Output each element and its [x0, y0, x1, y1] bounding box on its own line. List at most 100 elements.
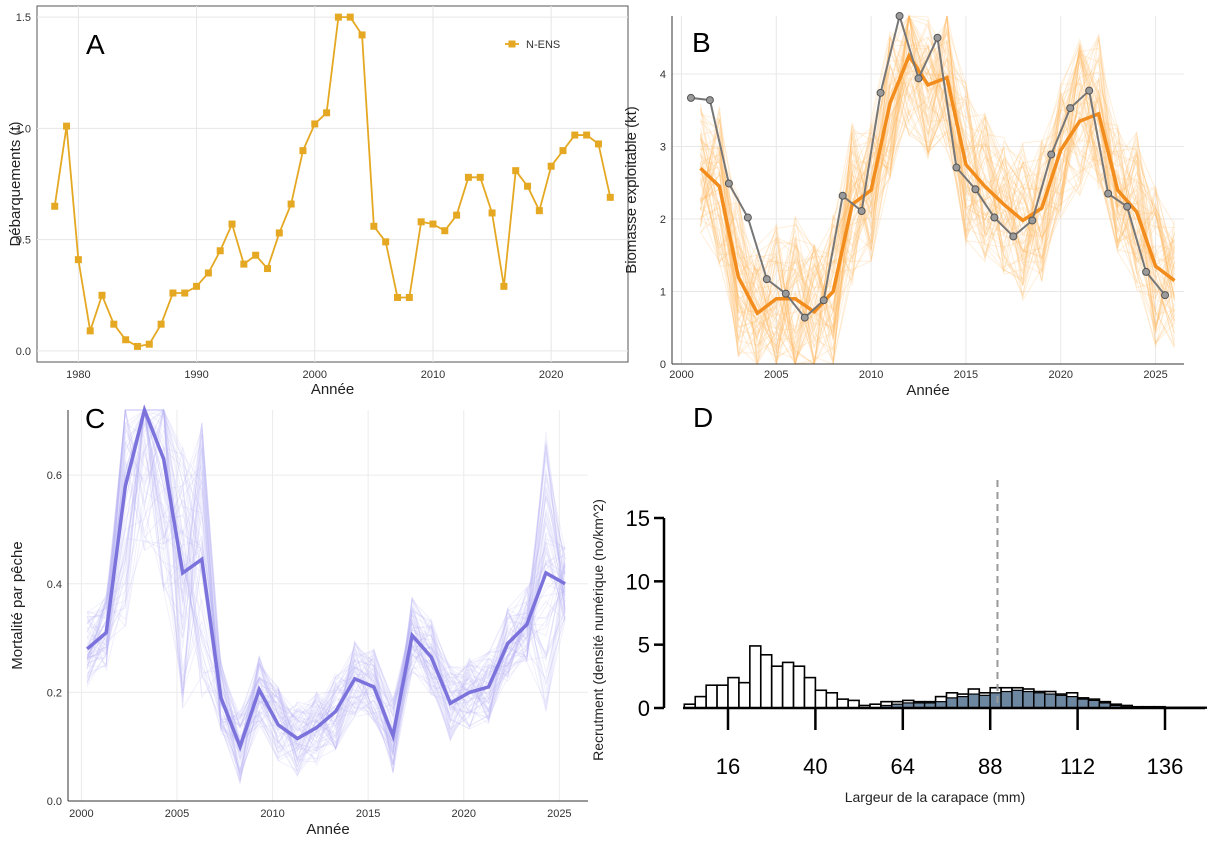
data-point — [74, 256, 82, 264]
panel-d: 0 5 10 15 16 40 64 88 112 136 Largeur de la carapa… — [590, 402, 1207, 805]
data-point — [193, 282, 201, 290]
ensemble-trace — [86, 419, 566, 784]
ensemble-trace — [700, 37, 1176, 349]
ensemble-trace — [700, 90, 1176, 365]
x-axis-label: Année — [306, 821, 349, 838]
panel-a: 1980 1990 2000 2010 2020 0.0 0.5 1.0 1.5 N-ENS Ann… — [7, 5, 629, 398]
ensemble-trace — [700, 50, 1175, 349]
ensemble-trace — [86, 409, 566, 766]
data-point — [228, 220, 236, 228]
ensemble-trace — [699, 46, 1175, 360]
observed-point — [1009, 232, 1018, 241]
ensemble-trace — [699, 15, 1176, 362]
ensemble-trace — [699, 15, 1176, 365]
data-point — [417, 218, 425, 226]
ensemble-trace — [87, 424, 566, 752]
ensemble-trace — [699, 28, 1176, 358]
y-axis-label: Biomasse exploitable (kt) — [623, 106, 640, 274]
ensemble-trace — [86, 409, 566, 743]
data-point — [429, 220, 437, 228]
x-tick-label: 2005 — [165, 808, 189, 820]
panel-letter: A — [86, 29, 105, 60]
data-point — [488, 209, 496, 217]
x-tick-label: 2020 — [539, 369, 563, 381]
y-tick-label: 1.0 — [16, 123, 31, 135]
panel-c: 2000 2005 2010 2015 2020 2025 0.0 0.2 0.4 0.6 Anné… — [9, 403, 588, 838]
ensemble-trace — [700, 32, 1175, 360]
x-tick-label: 2025 — [547, 808, 571, 820]
data-point — [535, 207, 543, 215]
ensemble-trace — [86, 409, 566, 773]
median-line — [85, 404, 566, 752]
ensemble-trace — [86, 409, 566, 783]
ensemble-trace — [699, 15, 1175, 365]
histogram-bar-open — [738, 681, 751, 709]
x-tick-label: 2020 — [451, 808, 475, 820]
ensemble-trace — [86, 446, 566, 761]
y-tick-label: 2 — [660, 214, 666, 226]
ensemble-trace — [86, 421, 566, 766]
data-point — [275, 229, 283, 237]
histogram-bar-filled — [1044, 693, 1057, 709]
y-tick-label: 4 — [660, 69, 666, 81]
ensemble-trace — [699, 71, 1175, 350]
ensemble-trace — [700, 14, 1175, 365]
observed-point — [781, 289, 790, 298]
data-point — [169, 289, 177, 297]
ensemble-trace — [699, 33, 1175, 297]
ensemble-trace — [700, 39, 1176, 328]
ensemble-trace — [699, 15, 1176, 314]
x-tick-label: 64 — [891, 754, 915, 779]
histogram-bar-filled — [1076, 698, 1090, 709]
ensemble-trace — [86, 409, 566, 754]
histogram-bar-open — [705, 684, 718, 709]
observed-point — [1085, 86, 1094, 95]
data-point — [181, 289, 189, 297]
data-point — [299, 147, 307, 155]
ensemble-trace — [86, 423, 566, 776]
ensemble-trace — [86, 409, 566, 760]
x-axis-label: Largeur de la carapace (mm) — [845, 789, 1026, 805]
x-tick-label: 16 — [716, 754, 740, 779]
y-tick-label: 0.0 — [16, 346, 31, 358]
ensemble-trace — [86, 409, 566, 761]
data-point — [204, 269, 212, 277]
ensemble-trace — [699, 15, 1176, 349]
x-tick-label: 2010 — [859, 369, 883, 381]
ensemble-trace — [699, 14, 1175, 339]
observed-point — [1104, 189, 1113, 198]
ensemble-trace — [87, 409, 566, 775]
y-tick-label: 0.4 — [47, 579, 62, 591]
ensemble-trace — [86, 409, 566, 748]
y-tick-label: 0.2 — [47, 687, 62, 699]
ensemble-trace — [86, 428, 566, 745]
observed-point — [1047, 150, 1056, 159]
ensemble-trace — [86, 408, 566, 769]
y-tick-label: 5 — [638, 633, 650, 658]
ensemble-trace — [700, 35, 1175, 273]
ensemble-trace — [86, 409, 566, 771]
ensemble-trace — [699, 23, 1175, 365]
data-point — [323, 109, 331, 117]
ensemble-trace — [699, 45, 1176, 349]
ensemble-trace — [86, 409, 566, 744]
ensemble-trace — [86, 409, 566, 764]
y-tick-label: 1.5 — [16, 12, 31, 24]
ensemble-trace — [699, 14, 1175, 321]
ensemble-trace — [86, 409, 566, 778]
observed-point — [1161, 291, 1170, 300]
ensemble-trace — [86, 409, 566, 778]
data-point — [133, 342, 141, 350]
ensemble-trace — [700, 37, 1175, 365]
data-point — [358, 31, 366, 39]
y-tick-label: 0 — [660, 359, 666, 371]
data-point — [370, 222, 378, 230]
y-axis-label: Recrutment (densité numérique (no/km^2) — [590, 499, 606, 761]
histogram-bar-open — [716, 684, 729, 709]
y-tick-label: 0.5 — [16, 235, 31, 247]
ensemble-trace — [86, 409, 566, 747]
ensemble-trace — [700, 95, 1175, 352]
ensemble-trace — [699, 37, 1176, 365]
x-tick-label: 2015 — [356, 808, 380, 820]
